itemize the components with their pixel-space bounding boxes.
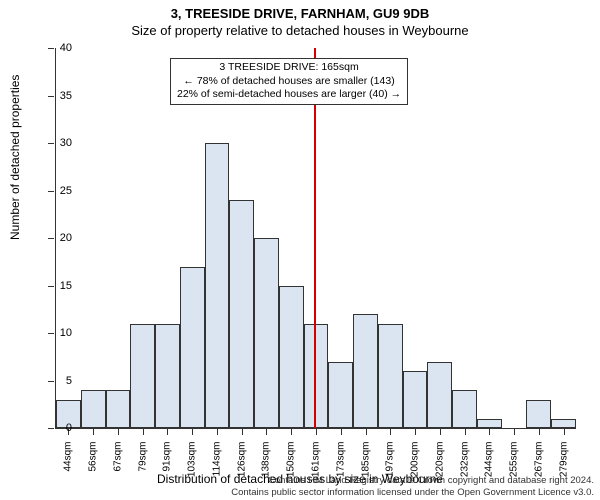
x-tick — [366, 429, 367, 435]
histogram-bar — [328, 362, 353, 429]
y-axis-label: Number of detached properties — [8, 75, 22, 240]
y-tick-label: 5 — [42, 375, 72, 387]
histogram-bar — [279, 286, 304, 429]
chart-container: 3, TREESIDE DRIVE, FARNHAM, GU9 9DB Size… — [0, 0, 600, 500]
histogram-bar — [180, 267, 205, 429]
x-tick — [564, 429, 565, 435]
annotation-line: ← 78% of detached houses are smaller (14… — [177, 75, 401, 89]
y-tick-label: 10 — [42, 327, 72, 339]
histogram-bar — [205, 143, 230, 428]
histogram-bar — [427, 362, 452, 429]
y-tick-label: 25 — [42, 185, 72, 197]
histogram-bar — [130, 324, 155, 429]
x-tick — [316, 429, 317, 435]
histogram-bar — [81, 390, 106, 428]
x-tick — [415, 429, 416, 435]
y-tick-label: 35 — [42, 90, 72, 102]
histogram-bar — [353, 314, 378, 428]
x-tick — [266, 429, 267, 435]
footer-line1: Contains HM Land Registry data © Crown c… — [231, 475, 594, 486]
x-tick — [143, 429, 144, 435]
annotation-box: 3 TREESIDE DRIVE: 165sqm← 78% of detache… — [170, 58, 408, 105]
histogram-bar — [155, 324, 180, 429]
histogram-bar — [477, 419, 502, 429]
plot-region: 44sqm56sqm67sqm79sqm91sqm103sqm114sqm126… — [55, 48, 576, 429]
y-tick-label: 20 — [42, 232, 72, 244]
histogram-bar — [304, 324, 329, 429]
histogram-bar — [551, 419, 576, 429]
footer-line2: Contains public sector information licen… — [231, 487, 594, 498]
y-tick-label: 40 — [42, 42, 72, 54]
annotation-line: 22% of semi-detached houses are larger (… — [177, 88, 401, 102]
x-tick — [440, 429, 441, 435]
histogram-bar — [452, 390, 477, 428]
histogram-bar — [526, 400, 551, 429]
x-tick — [390, 429, 391, 435]
histogram-bar — [254, 238, 279, 428]
x-tick — [291, 429, 292, 435]
x-tick — [341, 429, 342, 435]
x-tick — [489, 429, 490, 435]
x-tick — [118, 429, 119, 435]
histogram-bar — [378, 324, 403, 429]
histogram-bar — [403, 371, 428, 428]
page-title-line2: Size of property relative to detached ho… — [0, 21, 600, 38]
footer-attribution: Contains HM Land Registry data © Crown c… — [231, 475, 594, 498]
page-title-line1: 3, TREESIDE DRIVE, FARNHAM, GU9 9DB — [0, 0, 600, 21]
histogram-bar — [106, 390, 131, 428]
y-tick-label: 0 — [42, 422, 72, 434]
x-tick — [192, 429, 193, 435]
x-tick — [93, 429, 94, 435]
x-tick — [242, 429, 243, 435]
x-tick — [539, 429, 540, 435]
x-tick — [217, 429, 218, 435]
x-tick — [465, 429, 466, 435]
x-tick — [167, 429, 168, 435]
annotation-line: 3 TREESIDE DRIVE: 165sqm — [177, 61, 401, 75]
chart-area: 44sqm56sqm67sqm79sqm91sqm103sqm114sqm126… — [55, 48, 575, 428]
histogram-bar — [229, 200, 254, 428]
y-tick-label: 15 — [42, 280, 72, 292]
reference-line — [314, 48, 316, 428]
x-tick — [514, 429, 515, 435]
y-tick-label: 30 — [42, 137, 72, 149]
